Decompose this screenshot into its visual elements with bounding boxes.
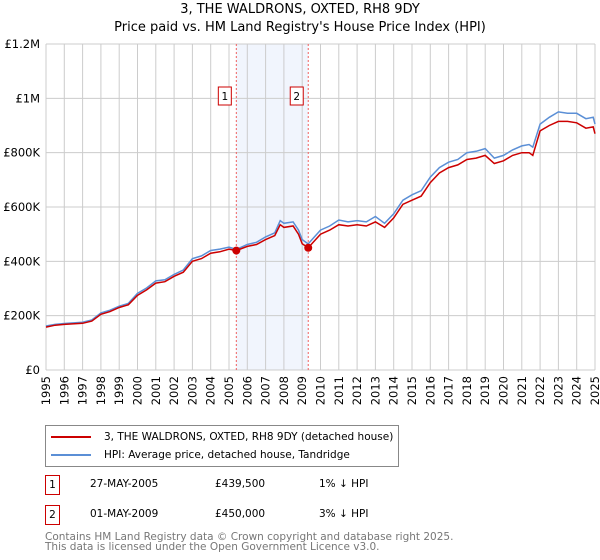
hpi-line (45, 111, 596, 327)
x-tick-label: 1997 (76, 376, 90, 405)
x-tick-label: 2015 (405, 376, 419, 405)
x-tick-label: 2014 (387, 376, 401, 405)
y-tick-label: £0 (25, 363, 40, 377)
property-price-line (45, 120, 596, 328)
chart-subtitle: Price paid vs. HM Land Registry's House … (114, 20, 486, 35)
transaction-price: £439,500 (215, 478, 266, 490)
x-tick-label: 2005 (222, 376, 236, 405)
x-tick-label: 2016 (423, 376, 437, 405)
y-tick-label: £1.2M (4, 37, 40, 51)
x-tick-label: 2009 (295, 376, 309, 405)
transaction-date: 01-MAY-2009 (90, 508, 159, 520)
transaction-badge: 1 (45, 475, 60, 495)
transaction-delta: 3% ↓ HPI (319, 508, 369, 520)
x-tick-label: 1996 (57, 376, 71, 405)
transaction-row: 1 27-MAY-2005 £439,500 1% ↓ HPI (45, 475, 445, 495)
x-tick-label: 2018 (460, 376, 474, 405)
price-chart: 1995 1996 1997 1998 1999 2000 2001 2002 2003 2004… (3, 37, 600, 405)
x-tick-label: 2001 (149, 376, 163, 405)
chart-title: 3, THE WALDRONS, OXTED, RH8 9DY (180, 2, 420, 17)
blue-line-swatch (51, 454, 91, 456)
x-tick-label: 2006 (240, 376, 254, 405)
x-tick-label: 1998 (94, 376, 108, 405)
sale-badge-box (217, 86, 232, 106)
x-tick-label: 2000 (131, 376, 145, 405)
x-tick-label: 2020 (497, 376, 511, 405)
x-tick-label: 2017 (442, 376, 456, 405)
x-tick-label: 2025 (588, 376, 600, 405)
x-tick-label: 2002 (167, 376, 181, 405)
x-tick-label: 2007 (259, 376, 273, 405)
legend: 3, THE WALDRONS, OXTED, RH8 9DY (detache… (45, 425, 399, 467)
x-tick-label: 2024 (570, 376, 584, 405)
y-tick-label: £400K (3, 254, 40, 268)
x-tick-label: 2008 (277, 376, 291, 405)
y-tick-label: £200K (3, 309, 40, 323)
x-tick-label: 1995 (39, 376, 53, 405)
y-tick-label: £1M (15, 91, 40, 105)
x-tick-label: 2021 (515, 376, 529, 405)
x-tick-label: 2013 (368, 376, 382, 405)
footer-copyright: Contains HM Land Registry data © Crown c… (45, 531, 454, 543)
legend-label: HPI: Average price, detached house, Tand… (104, 449, 350, 461)
x-tick-label: 2023 (551, 376, 565, 405)
x-tick-label: 2010 (314, 376, 328, 405)
legend-item-hpi: HPI: Average price, detached house, Tand… (46, 447, 350, 463)
x-tick-label: 2011 (332, 376, 346, 405)
sale-badge-label: 2 (293, 91, 300, 103)
transaction-badge: 2 (45, 505, 60, 525)
transaction-price: £450,000 (215, 508, 266, 520)
x-tick-label: 2012 (350, 376, 364, 405)
sale-point (232, 246, 241, 255)
legend-label: 3, THE WALDRONS, OXTED, RH8 9DY (detache… (104, 431, 394, 443)
sale-badge-box (289, 86, 304, 106)
red-line-swatch (51, 436, 91, 438)
transaction-delta: 1% ↓ HPI (319, 478, 369, 490)
x-tick-label: 1999 (112, 376, 126, 405)
x-tick-label: 2019 (478, 376, 492, 405)
x-tick-label: 2004 (204, 376, 218, 405)
y-tick-label: £800K (3, 146, 40, 160)
transaction-row: 2 01-MAY-2009 £450,000 3% ↓ HPI (45, 505, 445, 525)
legend-item-property: 3, THE WALDRONS, OXTED, RH8 9DY (detache… (46, 429, 393, 445)
sale-badge-label: 1 (221, 91, 228, 103)
x-tick-label: 2003 (185, 376, 199, 405)
y-tick-label: £600K (3, 200, 40, 214)
x-tick-label: 2022 (533, 376, 547, 405)
footer-licence: This data is licensed under the Open Gov… (45, 541, 380, 553)
transaction-date: 27-MAY-2005 (90, 478, 159, 490)
sale-point (304, 243, 313, 252)
